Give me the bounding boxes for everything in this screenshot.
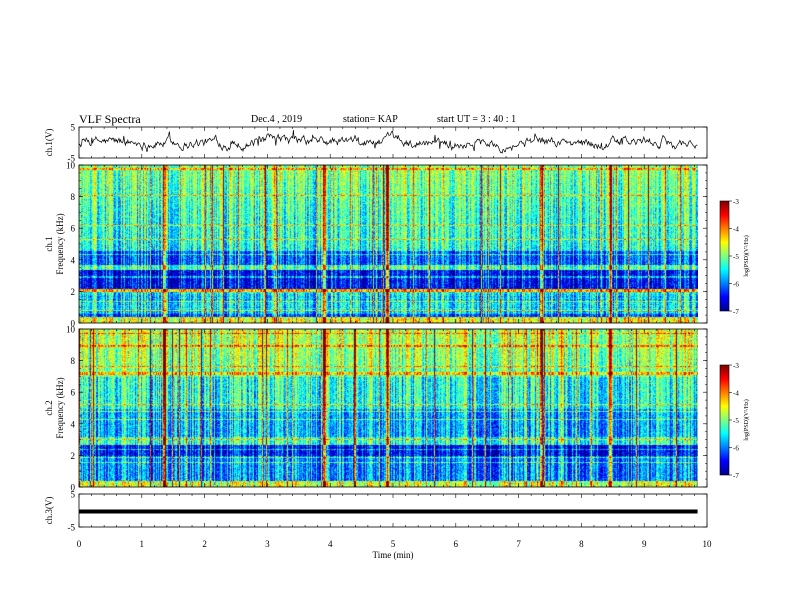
date-label: Dec.4 , 2019 — [251, 114, 303, 125]
ch1-spec-ytick-label: 6 — [71, 224, 76, 234]
colorbar-tick-label-2-2: -5 — [733, 417, 739, 425]
ch1-wave-ytick-label: -5 — [68, 154, 76, 164]
x-axis-label: Time (min) — [373, 550, 414, 560]
ch1-spec-ytick-label: 4 — [71, 255, 76, 265]
colorbar-2 — [720, 365, 729, 475]
x-tick-label: 9 — [642, 539, 647, 549]
ch3-wave-ytick-label: 5 — [71, 490, 76, 500]
ch2-spec-ytick-label: 10 — [66, 325, 76, 335]
ch1-spec-ylabel-channel: ch.1 — [44, 236, 54, 251]
colorbar-tick-label-2-1: -4 — [733, 390, 739, 398]
ch2-spectrogram-image — [79, 329, 698, 487]
x-tick-label: 8 — [579, 539, 584, 549]
ch1-spec-ytick-label: 0 — [71, 319, 76, 329]
colorbar-tick-label-1-1: -4 — [733, 226, 739, 234]
colorbar-label-1: log(PSD)(V²/Hz) — [743, 235, 750, 276]
colorbar-tick-label-2-3: -6 — [733, 445, 739, 453]
ch2-spec-ytick-label: 6 — [71, 388, 76, 398]
colorbar-tick-label-1-2: -5 — [733, 253, 739, 261]
ch2-spec-ytick-label: 8 — [71, 356, 76, 366]
x-tick-label: 5 — [391, 539, 396, 549]
ch3-wave-ytick-label: -5 — [68, 523, 76, 533]
start-time-label: start UT = 3 : 40 : 1 — [437, 114, 517, 125]
ch1-wave-ytick-label: 5 — [71, 123, 76, 133]
colorbar-label-2: log(PSD)(V²/Hz) — [743, 399, 750, 440]
ch2-spec-ytick-label: 4 — [71, 419, 76, 429]
x-tick-label: 0 — [77, 539, 82, 549]
ch2-spec-ytick-label: 0 — [71, 483, 76, 493]
x-tick-label: 2 — [202, 539, 207, 549]
colorbar-tick-label-1-0: -3 — [733, 198, 739, 206]
ch2-spec-ytick-label: 2 — [71, 451, 76, 461]
ch1-spec-ytick-label: 10 — [66, 161, 76, 171]
page-title: VLF Spectra — [79, 112, 141, 126]
colorbar-tick-label-1-4: -7 — [733, 308, 739, 316]
x-tick-label: 1 — [140, 539, 145, 549]
x-tick-label: 3 — [265, 539, 270, 549]
ch2-spec-ylabel: Frequency (kHz) — [55, 377, 65, 438]
ch1-trace — [78, 129, 698, 154]
colorbar-1 — [720, 201, 729, 311]
ch2-spec-ylabel-channel: ch.2 — [44, 400, 54, 415]
x-tick-label: 10 — [703, 539, 713, 549]
colorbar-tick-label-2-4: -7 — [733, 472, 739, 480]
x-tick-label: 6 — [454, 539, 459, 549]
ch3-wave-ylabel: ch.3(V) — [44, 497, 54, 525]
ch1-spec-ylabel: Frequency (kHz) — [55, 213, 65, 274]
ch1-spec-ytick-label: 8 — [71, 192, 76, 202]
station-label: station= KAP — [343, 114, 398, 125]
ch1-wave-ylabel: ch.1(V) — [44, 129, 54, 157]
x-tick-label: 7 — [516, 539, 521, 549]
colorbar-tick-label-1-3: -6 — [733, 281, 739, 289]
ch1-spectrogram-image — [79, 165, 698, 323]
x-tick-label: 4 — [328, 539, 333, 549]
ch1-spec-ytick-label: 2 — [71, 287, 76, 297]
colorbar-tick-label-2-0: -3 — [733, 362, 739, 370]
